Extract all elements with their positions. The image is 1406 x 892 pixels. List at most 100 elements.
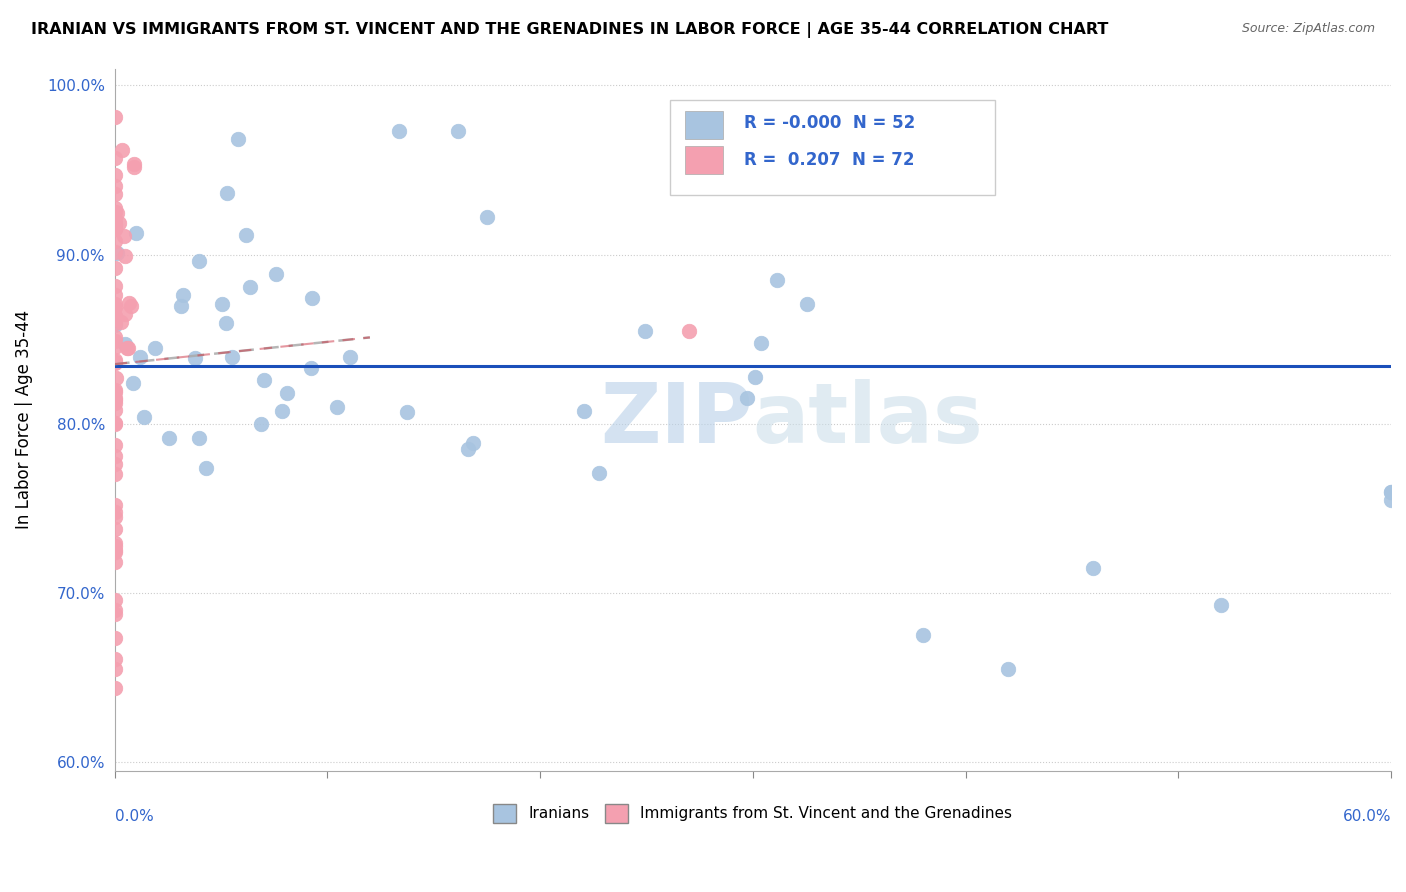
Point <box>104 396 127 410</box>
Point <box>104 218 127 232</box>
Point <box>104 288 127 302</box>
Y-axis label: In Labor Force | Age 35-44: In Labor Force | Age 35-44 <box>15 310 32 529</box>
Point <box>104 522 127 536</box>
Point <box>104 505 127 519</box>
Point <box>104 204 127 219</box>
Point <box>574 404 596 418</box>
Point <box>104 499 127 513</box>
Point <box>104 392 127 407</box>
Point <box>446 124 468 138</box>
Point <box>737 392 759 406</box>
Point <box>104 592 127 607</box>
Point <box>104 279 127 293</box>
Point <box>463 436 485 450</box>
Point <box>187 253 209 268</box>
Point <box>105 206 128 220</box>
Point <box>104 340 127 354</box>
Point <box>326 400 349 414</box>
Point <box>104 458 127 472</box>
Point <box>744 370 766 384</box>
Point <box>104 187 127 202</box>
Point <box>276 386 298 401</box>
Text: ZIP: ZIP <box>600 379 752 460</box>
Point <box>104 417 127 431</box>
FancyBboxPatch shape <box>669 100 995 195</box>
Point <box>104 403 127 417</box>
Point <box>104 178 127 193</box>
Point <box>104 603 127 617</box>
Point <box>104 297 127 311</box>
Point <box>104 352 127 367</box>
Point <box>678 324 700 338</box>
Point <box>104 467 127 481</box>
Point <box>105 371 128 385</box>
Point <box>264 267 287 281</box>
Point <box>104 652 127 666</box>
Text: 0.0%: 0.0% <box>115 809 153 824</box>
Point <box>118 295 141 310</box>
Point <box>235 228 257 243</box>
Point <box>104 632 127 646</box>
FancyBboxPatch shape <box>685 145 724 174</box>
Point <box>104 244 127 259</box>
Point <box>111 143 134 157</box>
Point <box>104 536 127 550</box>
Point <box>104 201 127 215</box>
Point <box>122 160 145 174</box>
Point <box>221 350 243 364</box>
Point <box>104 384 127 399</box>
Point <box>104 222 127 236</box>
Point <box>104 212 127 227</box>
Point <box>104 545 127 559</box>
Point <box>120 299 142 313</box>
Point <box>170 299 193 313</box>
Point <box>211 297 233 311</box>
Point <box>766 273 789 287</box>
Point <box>1379 493 1402 508</box>
Point <box>104 151 127 165</box>
Point <box>117 341 139 355</box>
Point <box>104 234 127 248</box>
Point <box>104 449 127 463</box>
Point <box>633 324 655 338</box>
Point <box>104 334 127 348</box>
Point <box>104 168 127 182</box>
Point <box>104 391 127 405</box>
Point <box>104 416 127 430</box>
Point <box>104 383 127 397</box>
Point <box>104 681 127 696</box>
Point <box>588 466 610 480</box>
Point <box>121 376 143 390</box>
Text: IRANIAN VS IMMIGRANTS FROM ST. VINCENT AND THE GRENADINES IN LABOR FORCE | AGE 3: IRANIAN VS IMMIGRANTS FROM ST. VINCENT A… <box>31 22 1108 38</box>
Point <box>104 510 127 524</box>
Point <box>1379 484 1402 499</box>
FancyBboxPatch shape <box>685 111 724 139</box>
Text: Source: ZipAtlas.com: Source: ZipAtlas.com <box>1241 22 1375 36</box>
Point <box>339 350 361 364</box>
Point <box>104 356 127 370</box>
Text: R =  0.207  N = 72: R = 0.207 N = 72 <box>744 151 914 169</box>
Point <box>749 336 772 351</box>
Point <box>104 310 127 324</box>
Point <box>117 341 139 355</box>
Point <box>388 124 411 138</box>
Text: atlas: atlas <box>752 379 984 460</box>
Point <box>112 228 135 243</box>
Point <box>1209 598 1232 612</box>
Point <box>107 216 129 230</box>
Legend: Iranians, Immigrants from St. Vincent and the Grenadines: Iranians, Immigrants from St. Vincent an… <box>494 804 1012 822</box>
Point <box>114 336 136 351</box>
Point <box>122 157 145 171</box>
Point <box>157 431 180 445</box>
Point <box>104 312 127 326</box>
Point <box>104 355 127 369</box>
Point <box>104 540 127 554</box>
Point <box>104 261 127 276</box>
Point <box>796 297 818 311</box>
Point <box>104 110 127 124</box>
Point <box>104 318 127 332</box>
Point <box>105 246 128 260</box>
Point <box>104 543 127 558</box>
Point <box>104 555 127 569</box>
Point <box>239 280 262 294</box>
